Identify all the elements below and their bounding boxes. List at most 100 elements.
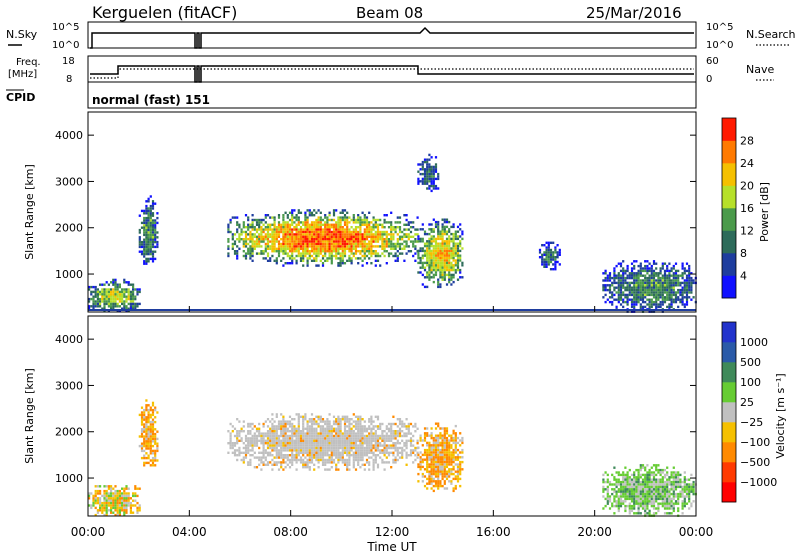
echo-cell	[247, 444, 250, 447]
echo-cell	[633, 298, 636, 301]
echo-cell	[452, 472, 455, 476]
echo-cell	[297, 458, 300, 462]
echo-cell	[688, 264, 691, 268]
echo-cell	[628, 291, 631, 294]
echo-cell	[110, 497, 113, 500]
echo-cell	[443, 232, 446, 236]
echo-cell	[361, 444, 364, 447]
echo-cell	[628, 478, 631, 481]
echo-cell	[617, 296, 620, 299]
echo-cell	[288, 257, 292, 260]
echo-cell	[363, 250, 366, 253]
echo-cell	[138, 214, 141, 217]
echo-cell	[379, 442, 382, 445]
echo-cell	[405, 242, 408, 246]
echo-cell	[368, 247, 371, 250]
echo-cell	[341, 235, 344, 238]
echo-cell	[657, 483, 660, 486]
echo-cell	[92, 290, 95, 294]
echo-cell	[321, 254, 325, 258]
echo-cell	[348, 432, 351, 435]
echo-cell	[242, 446, 245, 450]
echo-cell	[426, 271, 429, 274]
echo-cell	[392, 446, 395, 450]
echo-cell	[346, 218, 349, 222]
echo-cell	[439, 254, 442, 257]
echo-cell	[376, 223, 380, 226]
echo-cell	[92, 305, 95, 308]
echo-cell	[231, 247, 234, 250]
echo-cell	[321, 262, 325, 265]
echo-cell	[110, 297, 113, 301]
echo-cell	[352, 254, 355, 258]
echo-cell	[293, 446, 296, 450]
echo-cell	[655, 488, 658, 491]
echo-cell	[357, 446, 360, 450]
echo-cell	[661, 286, 664, 289]
echo-cell	[251, 240, 254, 243]
echo-cell	[617, 284, 620, 287]
echo-cell	[262, 456, 265, 459]
echo-cell	[147, 236, 150, 239]
echo-cell	[282, 264, 285, 267]
echo-cell	[295, 437, 298, 440]
echo-cell	[258, 223, 261, 226]
echo-cell	[441, 465, 444, 469]
echo-cell	[352, 420, 355, 423]
echo-cell	[332, 449, 336, 452]
echo-cell	[154, 221, 157, 225]
echo-cell	[297, 230, 300, 234]
echo-cell	[633, 293, 636, 297]
echo-cell	[315, 235, 318, 238]
echo-cell	[291, 463, 294, 466]
echo-cell	[271, 427, 274, 430]
echo-cell	[249, 235, 252, 238]
echo-cell	[288, 228, 292, 231]
echo-cell	[354, 218, 358, 222]
echo-cell	[359, 439, 362, 442]
echo-cell	[266, 418, 270, 421]
echo-cell	[430, 465, 433, 469]
echo-cell	[672, 281, 675, 285]
echo-cell	[385, 240, 388, 243]
echo-cell	[147, 233, 150, 237]
echo-cell	[602, 485, 605, 489]
echo-cell	[114, 297, 117, 301]
echo-cell	[321, 451, 325, 454]
echo-cell	[637, 274, 640, 277]
echo-cell	[606, 478, 609, 481]
echo-cell	[426, 256, 429, 260]
echo-cell	[335, 250, 338, 253]
echo-cell	[552, 258, 555, 261]
echo-cell	[611, 492, 614, 496]
echo-cell	[407, 427, 410, 430]
echo-cell	[343, 218, 347, 222]
echo-cell	[149, 257, 152, 261]
echo-cell	[107, 300, 110, 303]
echo-cell	[604, 497, 607, 501]
echo-cell	[459, 477, 462, 481]
echo-cell	[103, 302, 106, 306]
echo-cell	[315, 230, 318, 234]
echo-cell	[622, 269, 625, 273]
echo-cell	[606, 288, 609, 292]
echo-cell	[430, 242, 433, 245]
echo-cell	[297, 235, 300, 238]
echo-cell	[376, 446, 380, 450]
echo-cell	[379, 425, 382, 428]
echo-cell	[639, 262, 642, 265]
echo-cell	[341, 230, 344, 234]
echo-cell	[101, 307, 104, 310]
echo-cell	[652, 276, 656, 280]
echo-cell	[361, 446, 364, 450]
echo-cell	[269, 430, 272, 433]
echo-cell	[277, 420, 281, 423]
echo-cell	[376, 228, 380, 231]
echo-cell	[134, 302, 137, 306]
echo-cell	[630, 500, 634, 503]
echo-cell	[370, 238, 373, 241]
echo-cell	[326, 461, 329, 464]
echo-cell	[262, 235, 265, 238]
echo-cell	[282, 461, 285, 464]
